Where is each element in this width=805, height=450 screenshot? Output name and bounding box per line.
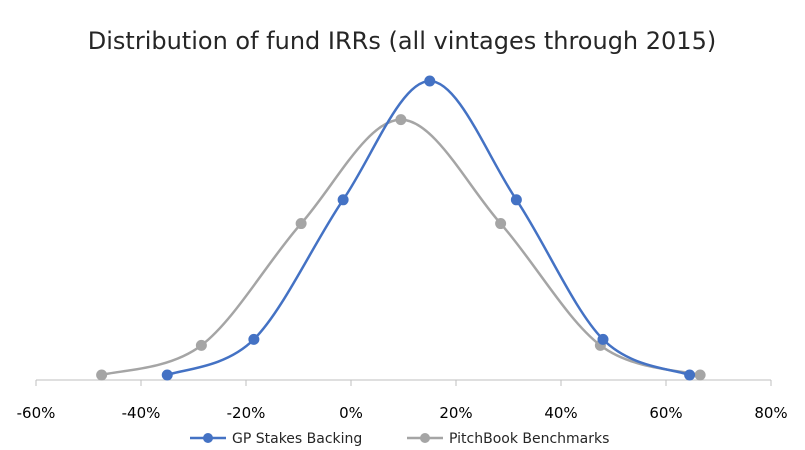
legend-label-gp-stakes-backing: GP Stakes Backing xyxy=(232,431,362,447)
x-tick-label: -40% xyxy=(122,404,161,422)
legend-label-pitchbook-benchmarks: PitchBook Benchmarks xyxy=(449,431,609,447)
series-line-pitchbook-benchmarks xyxy=(101,118,701,377)
data-point-gp-stakes-backing xyxy=(248,333,260,345)
data-point-gp-stakes-backing xyxy=(161,369,173,381)
x-tick-label: 80% xyxy=(754,404,787,422)
data-point-pitchbook-benchmarks xyxy=(295,218,307,230)
plot-area xyxy=(96,75,706,381)
data-point-gp-stakes-backing xyxy=(597,333,609,345)
x-tick-label: 40% xyxy=(544,404,577,422)
data-point-pitchbook-benchmarks xyxy=(495,218,507,230)
data-point-pitchbook-benchmarks xyxy=(195,339,207,351)
data-point-pitchbook-benchmarks xyxy=(395,114,407,126)
x-axis: -60% -40% -20% 0% 20% 40% 60% 80% xyxy=(17,379,788,422)
legend-marker-gp-stakes-backing xyxy=(203,433,213,443)
data-point-gp-stakes-backing xyxy=(337,194,349,206)
x-tick-label: 20% xyxy=(439,404,472,422)
x-tick-label: 60% xyxy=(649,404,682,422)
x-tick-label: -60% xyxy=(17,404,56,422)
data-point-pitchbook-benchmarks xyxy=(96,369,108,381)
data-point-gp-stakes-backing xyxy=(684,369,696,381)
chart-title: Distribution of fund IRRs (all vintages … xyxy=(88,27,716,55)
legend-marker-pitchbook-benchmarks xyxy=(420,433,430,443)
data-point-gp-stakes-backing xyxy=(510,194,522,206)
data-point-gp-stakes-backing xyxy=(424,75,436,87)
series-line-gp-stakes-backing xyxy=(166,79,691,377)
x-tick-label: 0% xyxy=(339,404,363,422)
legend: GP Stakes Backing PitchBook Benchmarks xyxy=(190,431,609,447)
data-point-pitchbook-benchmarks xyxy=(694,369,706,381)
x-tick-label: -20% xyxy=(227,404,266,422)
